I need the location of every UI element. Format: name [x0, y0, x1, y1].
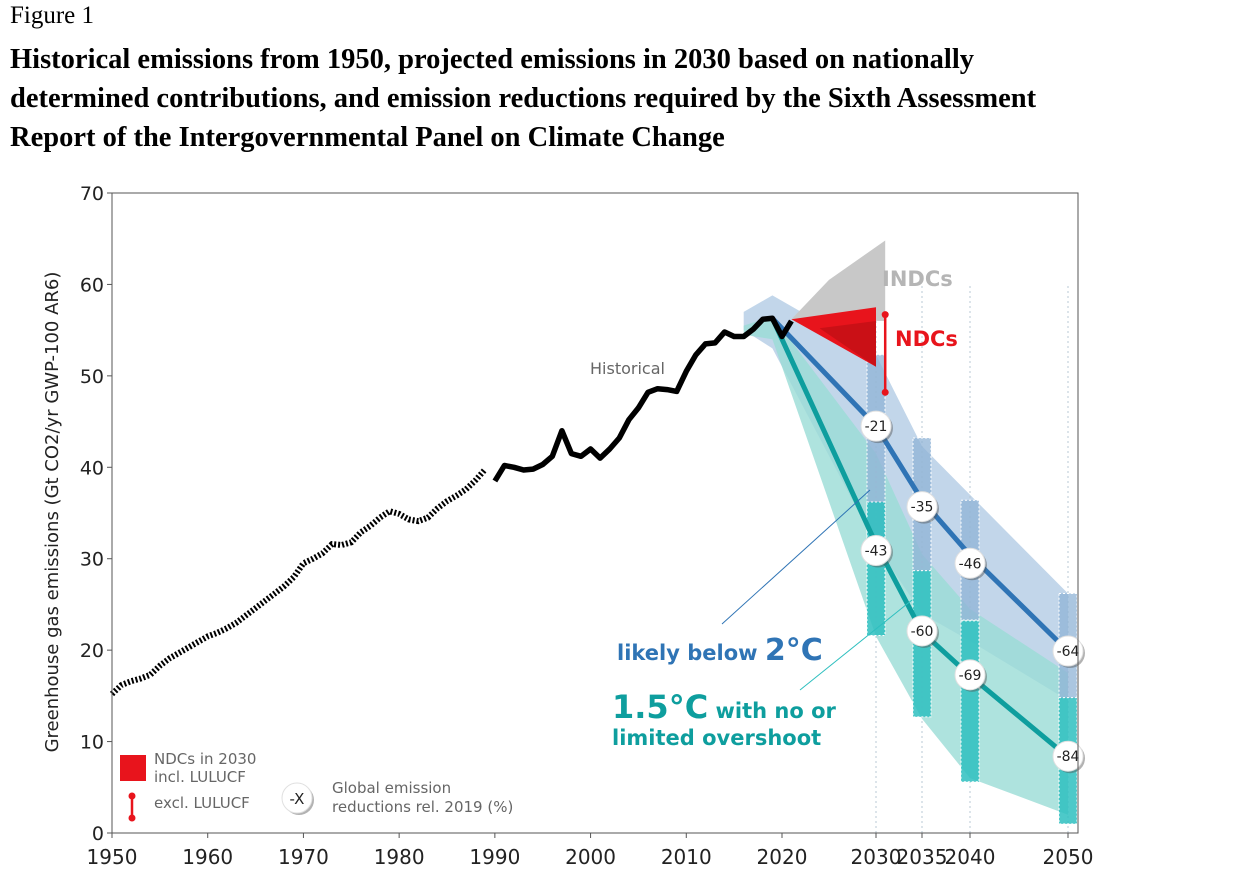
figure-label: Figure 1 [10, 2, 95, 29]
reduction-badge-circle [860, 534, 892, 566]
ndc-label: NDCs [895, 327, 958, 351]
legend-ndc-incl-line-1: NDCs in 2030 [154, 750, 256, 768]
x-tick-label: 1980 [374, 845, 425, 869]
reduction-badge-circle [906, 491, 938, 523]
legend-ndc-excl-label: excl. LULUCF [154, 794, 250, 812]
x-tick-label: 1990 [469, 845, 520, 869]
reduction-badge-circle [954, 659, 986, 691]
reduction-badge-value: -60 [911, 624, 934, 640]
y-tick-label: 30 [80, 549, 104, 571]
y-tick-label: 60 [80, 274, 104, 296]
x-tick-label: 2000 [565, 845, 616, 869]
x-tick-label: 2010 [661, 845, 712, 869]
reduction-badge-value: -64 [1057, 644, 1080, 660]
y-tick-label: 70 [80, 183, 104, 205]
one-five-degree-label-text: with no or [708, 699, 836, 723]
indc-label: INDCs [882, 267, 953, 291]
legend-reduction-badge-symbol: -X [290, 790, 305, 808]
chart-annotations: Historical INDCs NDCs likely below 2°C 1.5°C… [590, 267, 958, 750]
two-degree-pointer [721, 489, 871, 625]
reduction-badge: -21 [860, 410, 893, 444]
reduction-badge-value: -21 [865, 419, 888, 435]
y-tick-label: 20 [80, 640, 104, 662]
x-tick-label: 2050 [1043, 845, 1094, 869]
reduction-badge-value: -46 [959, 556, 982, 572]
reduction-badges: -21 -35 -46 -64 -43 -60 -69 -84 [860, 410, 1085, 774]
figure-title: Historical emissions from 1950, projecte… [10, 40, 1230, 157]
figure-title-line-3: Report of the Intergovernmental Panel on… [10, 122, 725, 153]
one-five-degree-range-box [866, 501, 886, 637]
reduction-badge-value: -35 [911, 500, 934, 516]
x-tick-label: 1960 [182, 845, 233, 869]
x-tick-label: 2040 [945, 845, 996, 869]
reduction-badge-circle [954, 547, 986, 579]
y-tick-label: 50 [80, 366, 104, 388]
legend-reduction-desc-line-1: Global emission [332, 779, 451, 797]
y-tick-label: 40 [80, 457, 104, 479]
reduction-badge-circle [1052, 635, 1084, 667]
legend-ndc-excl-dot-bottom [128, 814, 136, 822]
reduction-badge-circle [906, 615, 938, 647]
indc-projection [791, 240, 886, 321]
x-tick-label: 1970 [278, 845, 329, 869]
indc-range-wedge [791, 240, 886, 321]
plot-frame [111, 192, 1079, 834]
ndc-projection [791, 307, 889, 396]
legend-ndc-incl-line-2: incl. LULUCF [154, 768, 246, 786]
one-five-degree-label-line-2: limited overshoot [612, 726, 821, 750]
one-five-degree-range-box [960, 620, 980, 783]
one-five-degree-pointer [799, 599, 913, 691]
y-axis-title: Greenhouse gas emissions (Gt CO2/yr GWP-… [42, 272, 63, 753]
reduction-badge: -43 [860, 534, 893, 568]
y-tick-label: 10 [80, 732, 104, 754]
figure-title-line-2: determined contributions, and emission r… [10, 83, 1037, 114]
two-degree-label: likely below 2°C [617, 633, 823, 668]
legend-ndc-incl-swatch [120, 755, 146, 781]
historical-series [109, 315, 794, 697]
historical-line-pre-1990 [109, 467, 488, 697]
reduction-badge-circle [1052, 740, 1084, 772]
historical-line-post-1990 [492, 315, 794, 483]
x-tick-label: 1950 [87, 845, 138, 869]
reduction-badge-value: -84 [1057, 749, 1080, 765]
reduction-badge-value: -69 [959, 668, 982, 684]
legend-reduction-badge-circle [281, 782, 313, 814]
x-tick-label: 2030 [851, 845, 902, 869]
reduction-badge: -64 [1052, 635, 1085, 669]
two-degree-label-text: likely below [617, 641, 765, 665]
ndc-excl-low-point [881, 388, 889, 396]
reduction-badge: -35 [906, 491, 939, 524]
ndc-wedge-shade [819, 321, 876, 367]
reduction-badge: -60 [906, 615, 939, 648]
ndc-excl-high-point [881, 311, 889, 319]
one-five-degree-label: 1.5°C with no or [612, 688, 836, 726]
reduction-badge: -69 [954, 659, 987, 692]
historical-label: Historical [590, 359, 665, 378]
x-tick-label: 2020 [757, 845, 808, 869]
reduction-badge: -46 [954, 547, 987, 581]
y-tick-label: 0 [92, 823, 104, 845]
x-tick-label: 2035 [897, 845, 948, 869]
reduction-badge-value: -43 [865, 543, 888, 559]
two-degree-label-value: 2°C [765, 633, 823, 668]
figure-title-line-1: Historical emissions from 1950, projecte… [10, 44, 975, 75]
reduction-badge-circle [860, 410, 892, 442]
legend-reduction-desc-line-2: reductions rel. 2019 (%) [332, 798, 513, 816]
legend-ndc-excl-dot-top [128, 792, 136, 800]
one-five-degree-label-value: 1.5°C [612, 688, 708, 726]
